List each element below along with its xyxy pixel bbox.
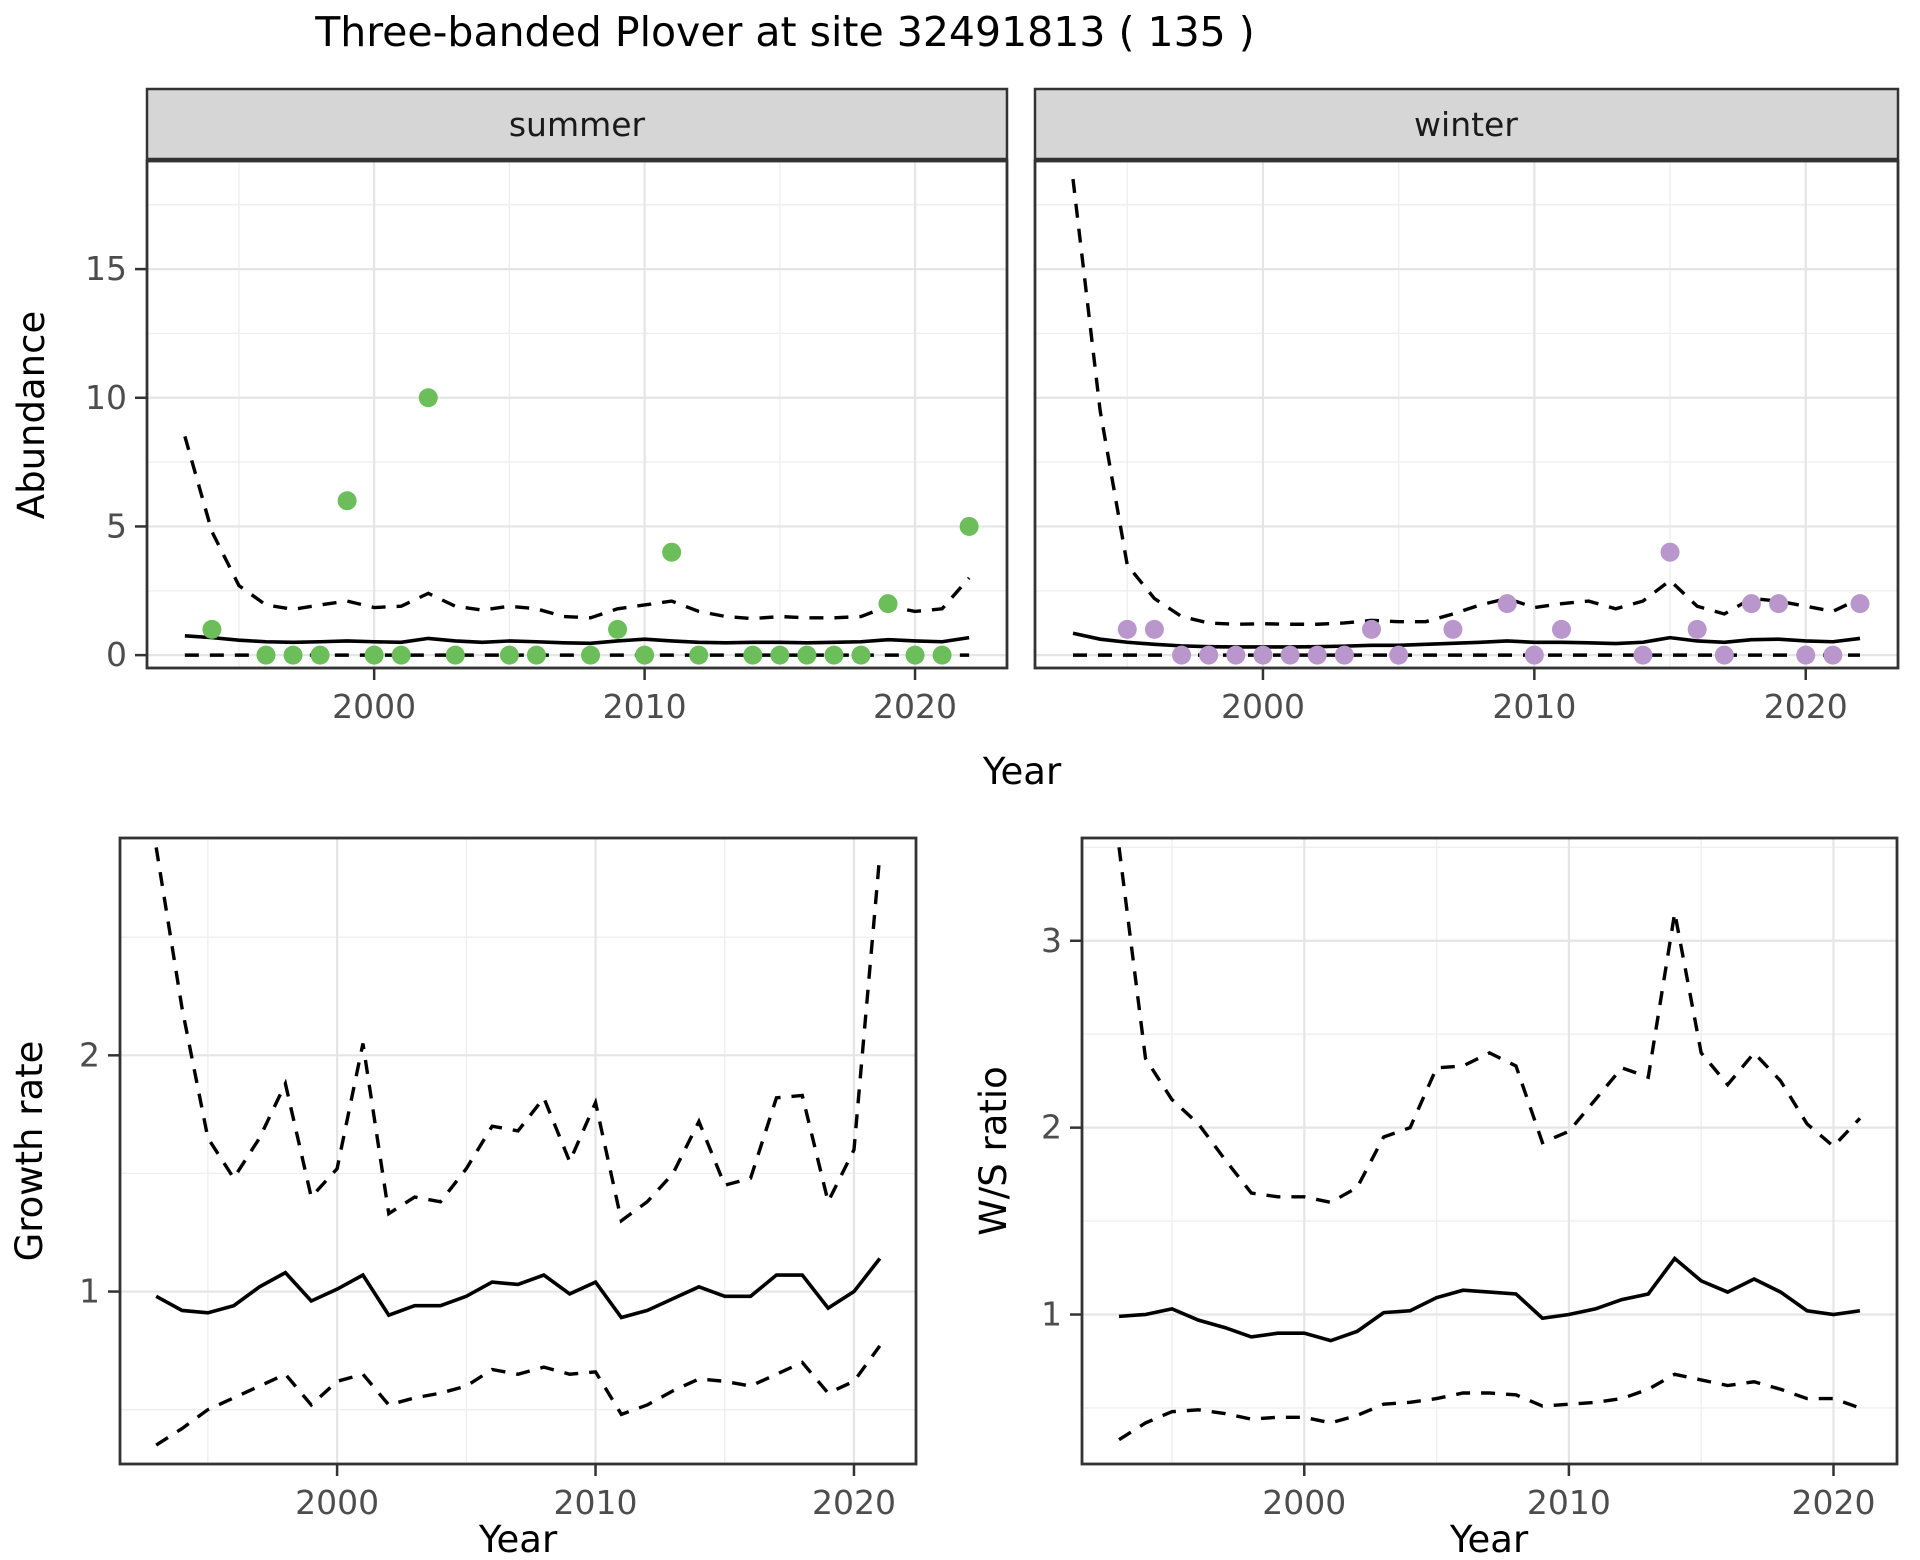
series-growth-rate-median <box>155 1257 882 1320</box>
observation-point <box>1334 645 1354 665</box>
observation-point <box>635 645 655 665</box>
observation-point <box>1687 619 1707 639</box>
observation-point <box>1850 594 1870 614</box>
observation-point <box>1362 619 1382 639</box>
y-tick-label: 1 <box>1041 1295 1062 1334</box>
observation-point <box>1389 645 1409 665</box>
observation-point <box>499 645 519 665</box>
y-tick-label: 10 <box>85 378 127 417</box>
x-axis-title-year-top: Year <box>982 750 1062 793</box>
observation-point <box>418 388 438 408</box>
series-model-fit <box>184 634 970 646</box>
observation-point <box>283 645 303 665</box>
observation-point <box>1280 645 1300 665</box>
observation-point <box>1253 645 1273 665</box>
facet-strip-winter-bg <box>1033 87 1900 161</box>
observation-point <box>743 645 763 665</box>
observation-point <box>662 542 682 562</box>
observation-point <box>770 645 790 665</box>
facet-strip-summer: summer <box>145 87 1009 161</box>
x-tick-label: 2020 <box>1792 1483 1876 1522</box>
observation-point <box>1633 645 1653 665</box>
x-tick-label: 2010 <box>603 687 687 726</box>
observation-point <box>1524 645 1544 665</box>
y-tick-label: 2 <box>1041 1108 1062 1147</box>
observation-point <box>1144 619 1164 639</box>
series-upper-ci <box>1117 847 1862 1205</box>
observation-point <box>391 645 411 665</box>
y-tick-label: 15 <box>85 249 127 288</box>
x-tick-label: 2010 <box>554 1483 638 1522</box>
observation-point <box>364 645 384 665</box>
x-tick-label: 2010 <box>1492 687 1576 726</box>
series-ws-ratio-median <box>1118 1255 1861 1343</box>
y-tick-label: 1 <box>79 1272 100 1311</box>
series-upper-ci <box>183 435 971 621</box>
observation-point <box>1660 542 1680 562</box>
observation-point <box>1796 645 1816 665</box>
observation-point <box>1172 645 1192 665</box>
observation-point <box>445 645 465 665</box>
facet-strip-summer-label: summer <box>509 105 646 144</box>
observation-point <box>526 645 546 665</box>
facet-strip-summer-bg <box>145 87 1009 161</box>
observation-point <box>1199 645 1219 665</box>
y-axis-title-ws-ratio: W/S ratio <box>972 1066 1015 1236</box>
x-tick-label: 2020 <box>1764 687 1848 726</box>
y-tick-label: 0 <box>106 635 127 674</box>
y-tick-label: 5 <box>106 506 127 545</box>
observation-point <box>1823 645 1843 665</box>
observation-point <box>932 645 952 665</box>
observation-point <box>1769 594 1789 614</box>
observation-point <box>337 491 357 511</box>
y-tick-label: 2 <box>79 1035 100 1074</box>
observation-point <box>1307 645 1327 665</box>
x-tick-label: 2020 <box>873 687 957 726</box>
observation-point <box>959 516 979 536</box>
panel-abundance-summer: 2000 2010 2020 0 5 10 15 <box>85 159 1009 726</box>
series-model-fit <box>1072 631 1861 649</box>
observation-point <box>797 645 817 665</box>
observation-point <box>202 619 222 639</box>
observation-point <box>824 645 844 665</box>
y-tick-label: 3 <box>1041 921 1062 960</box>
y-axis-title-growth-rate: Growth rate <box>8 1041 51 1262</box>
x-tick-label: 2000 <box>1262 1483 1346 1522</box>
series-lower-ci <box>155 1344 882 1447</box>
x-tick-label: 2000 <box>295 1483 379 1522</box>
x-tick-label: 2000 <box>1221 687 1305 726</box>
y-axis-title-abundance: Abundance <box>10 311 53 519</box>
observation-point <box>689 645 709 665</box>
x-tick-label: 2020 <box>812 1483 896 1522</box>
series-lower-ci <box>1118 1372 1861 1442</box>
observation-point <box>256 645 276 665</box>
observation-point <box>1117 619 1137 639</box>
x-tick-label: 2010 <box>1527 1483 1611 1522</box>
observation-point <box>1741 594 1761 614</box>
observation-point <box>1714 645 1734 665</box>
panel-ws-ratio: 2000 2010 2020 1 2 3 <box>1041 836 1899 1522</box>
observation-point <box>851 645 871 665</box>
observation-point <box>608 619 628 639</box>
observation-point <box>1226 645 1246 665</box>
facet-strip-winter-label: winter <box>1414 105 1518 144</box>
observation-point <box>1551 619 1571 639</box>
series-upper-ci <box>154 847 882 1224</box>
observation-point <box>905 645 925 665</box>
series-upper-ci <box>1071 178 1861 626</box>
observation-point <box>878 594 898 614</box>
facet-strip-winter: winter <box>1033 87 1900 161</box>
x-axis-title-year-growth: Year <box>478 1518 558 1560</box>
panel-growth-rate: 2000 2010 2020 1 2 <box>79 836 918 1522</box>
x-tick-label: 2000 <box>332 687 416 726</box>
observation-point <box>1443 619 1463 639</box>
panel-abundance-winter: 2000 2010 2020 <box>1033 159 1900 726</box>
observation-point <box>310 645 330 665</box>
chart-title: Three-banded Plover at site 32491813 ( 1… <box>314 8 1255 56</box>
observation-point <box>581 645 601 665</box>
observation-point <box>1497 594 1517 614</box>
x-axis-title-year-ws: Year <box>1449 1518 1529 1560</box>
